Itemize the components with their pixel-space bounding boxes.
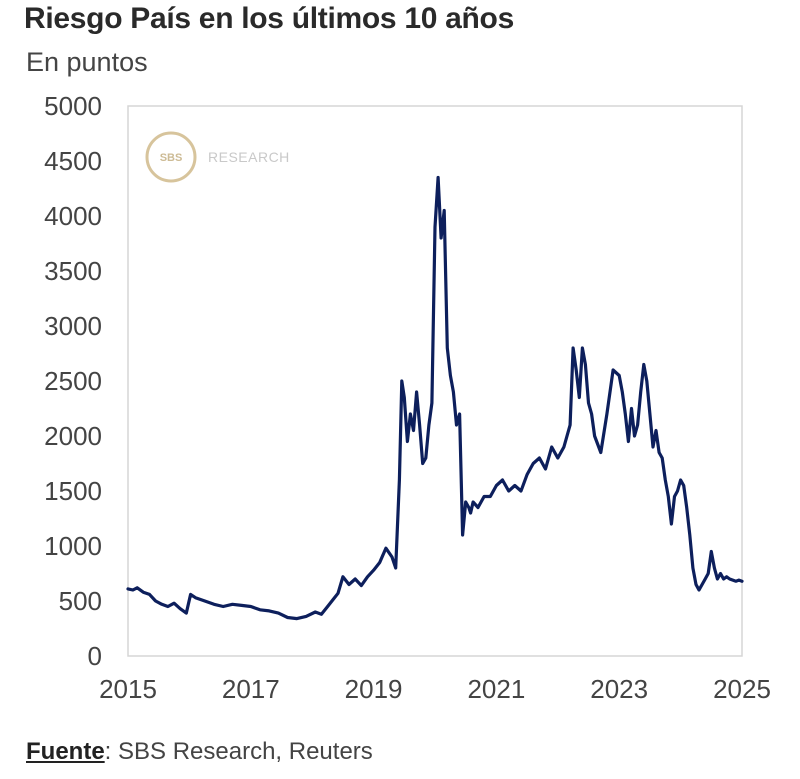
chart-subtitle: En puntos (26, 47, 148, 77)
y-tick-label: 5000 (44, 91, 102, 121)
x-tick-label: 2023 (590, 674, 648, 704)
series-group (126, 175, 744, 621)
x-tick-label: 2017 (222, 674, 280, 704)
y-tick-label: 2000 (44, 421, 102, 451)
y-tick-label: 2500 (44, 366, 102, 396)
plot-frame (127, 105, 743, 657)
chart-title: Riesgo País en los últimos 10 años (24, 2, 514, 35)
x-axis: 2015 2017 2019 2021 2023 2025 (99, 674, 771, 704)
x-tick-label: 2025 (713, 674, 771, 704)
y-axis: 0 500 1000 1500 2000 2500 3000 3500 4000 4500 5000 (44, 91, 102, 671)
y-tick-label: 3000 (44, 311, 102, 341)
x-tick-label: 2021 (467, 674, 525, 704)
source-label: Fuente (26, 738, 105, 765)
y-tick-label: 1500 (44, 476, 102, 506)
watermark-text: RESEARCH (208, 149, 290, 165)
watermark-badge-text: SBS (160, 152, 183, 164)
y-tick-label: 3500 (44, 256, 102, 286)
series-line-riesgo-pais (126, 175, 744, 621)
y-tick-label: 4500 (44, 146, 102, 176)
sbs-logo-ring-icon (145, 131, 197, 183)
x-tick-label: 2019 (345, 674, 403, 704)
y-tick-label: 500 (59, 586, 102, 616)
y-tick-label: 4000 (44, 201, 102, 231)
y-tick-label: 0 (88, 641, 102, 671)
source-note: Fuente: SBS Research, Reuters (26, 738, 373, 766)
source-text: : SBS Research, Reuters (104, 738, 373, 765)
sbs-research-watermark: SBS RESEARCH (145, 131, 290, 183)
x-tick-label: 2015 (99, 674, 157, 704)
y-tick-label: 1000 (44, 531, 102, 561)
